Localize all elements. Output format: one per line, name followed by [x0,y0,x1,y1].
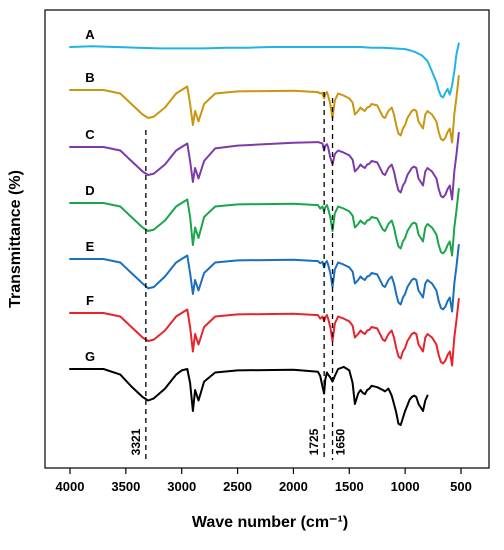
spectrum-a [69,42,460,99]
peak-lines-group: 3321 1725 1650 [129,92,348,460]
series-label-c: C [85,127,95,142]
series-labels-group: A B C D E F G [85,27,95,364]
spectra-group [69,42,460,426]
x-tick-label: 3500 [111,479,140,494]
series-label-a: A [85,27,95,42]
spectrum-b [69,75,460,144]
spectrum-g [69,365,429,426]
spectrum-c [69,132,460,201]
plot-frame [44,9,490,469]
peak-label-1725: 1725 [307,428,321,455]
x-ticks-group: 4000 3500 3000 2500 2000 1500 1000 500 [56,468,472,494]
x-tick-label: 4000 [56,479,85,494]
plot-frame-group [44,9,490,469]
x-tick-label: 2500 [223,479,252,494]
peak-label-3321: 3321 [129,428,143,455]
x-tick-label: 2000 [279,479,308,494]
series-label-g: G [85,349,95,364]
x-tick-label: 3000 [167,479,196,494]
x-tick-label: 500 [450,479,472,494]
spectrum-f [69,298,460,367]
peak-label-1650: 1650 [334,428,348,455]
series-label-b: B [85,70,94,85]
series-label-d: D [85,183,94,198]
spectrum-e [69,244,460,313]
x-tick-label: 1000 [391,479,420,494]
x-axis-title: Wave number (cm⁻¹) [192,514,348,531]
y-axis-title: Transmittance (%) [7,170,24,308]
x-tick-label: 1500 [335,479,364,494]
series-label-e: E [86,239,95,254]
series-label-f: F [86,293,94,308]
spectrum-d [69,188,460,257]
